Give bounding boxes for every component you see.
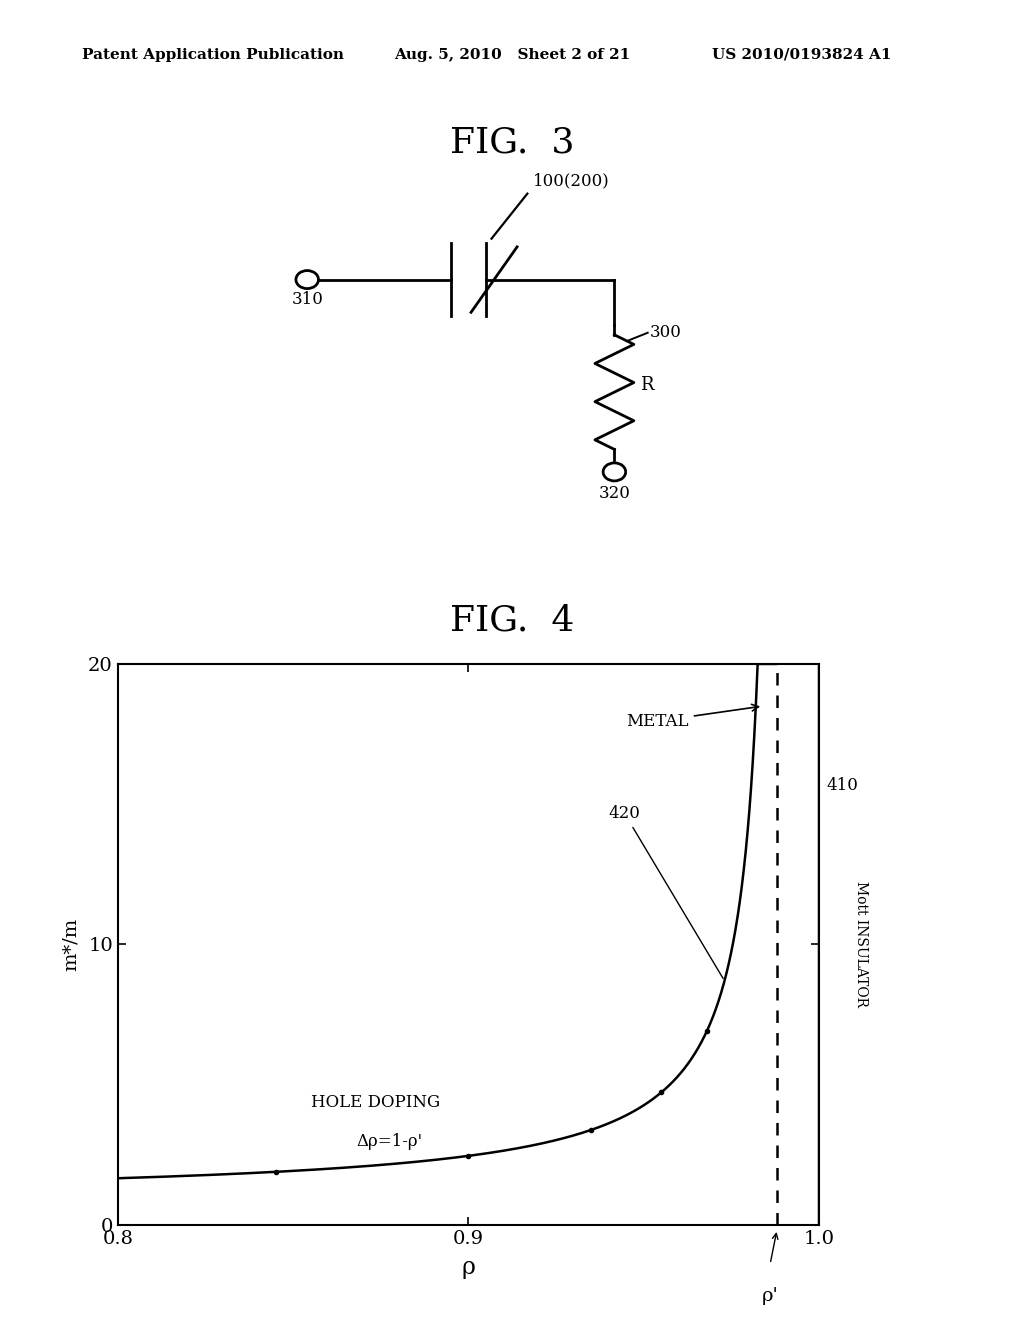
Text: FIG.  3: FIG. 3 (450, 125, 574, 160)
Text: 410: 410 (826, 777, 858, 795)
Text: FIG.  4: FIG. 4 (450, 603, 574, 638)
Text: Mott INSULATOR: Mott INSULATOR (854, 882, 868, 1007)
Text: R: R (640, 376, 653, 395)
Text: Patent Application Publication: Patent Application Publication (82, 48, 344, 62)
Text: 320: 320 (598, 486, 631, 503)
Text: Aug. 5, 2010   Sheet 2 of 21: Aug. 5, 2010 Sheet 2 of 21 (394, 48, 631, 62)
Text: US 2010/0193824 A1: US 2010/0193824 A1 (712, 48, 891, 62)
Text: METAL: METAL (627, 705, 759, 730)
X-axis label: ρ: ρ (462, 1257, 475, 1279)
Text: 310: 310 (291, 292, 324, 308)
Y-axis label: m*/m: m*/m (61, 917, 80, 972)
Text: HOLE DOPING: HOLE DOPING (310, 1094, 439, 1111)
Text: ρ': ρ' (762, 1287, 778, 1304)
Text: 300: 300 (650, 323, 682, 341)
Text: Δρ=1-ρ': Δρ=1-ρ' (356, 1134, 422, 1151)
Text: 420: 420 (608, 805, 723, 978)
Text: 100(200): 100(200) (532, 173, 609, 190)
